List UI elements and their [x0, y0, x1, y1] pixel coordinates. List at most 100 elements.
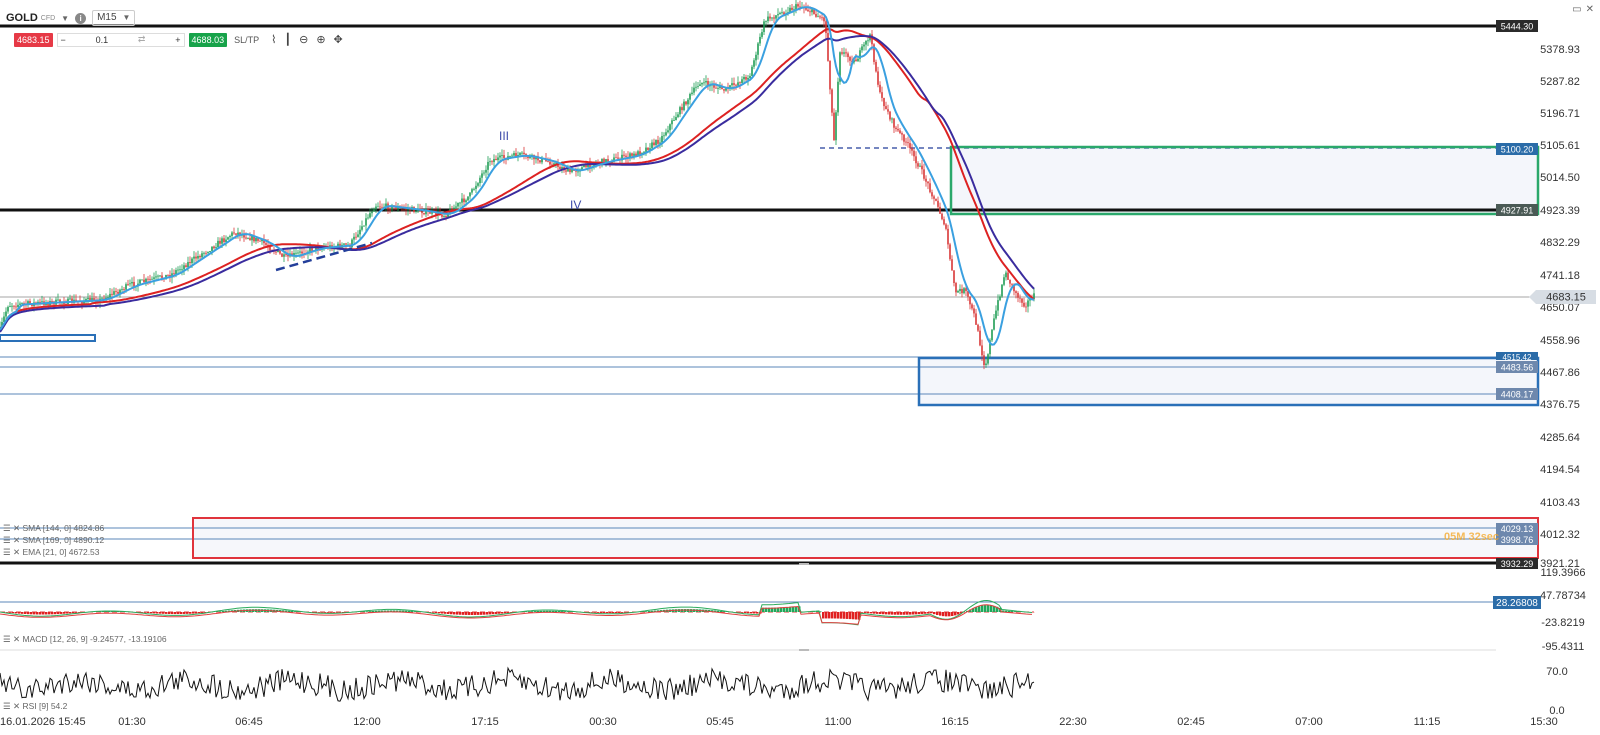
sma-144-line[interactable]	[0, 28, 1035, 331]
candle-body	[407, 208, 409, 210]
symbol-dropdown-icon[interactable]: ▼	[61, 13, 70, 23]
macd-bar	[6, 612, 9, 613]
candle-body	[361, 226, 363, 230]
time-axis[interactable]: 16.01.2026 15:45 01:30 06:45 12:00 17:15…	[0, 716, 1558, 728]
price-tag-blue-bottom[interactable]	[1496, 388, 1538, 400]
price-tag-red-mid[interactable]	[1496, 534, 1538, 545]
candle-body	[27, 301, 29, 305]
legend-sma144[interactable]: ☰ ✕ SMA [144, 0] 4824.86	[3, 523, 104, 534]
quantity-stepper[interactable]: − 0.1 ⇄ +	[56, 32, 185, 47]
macd-bar	[540, 610, 543, 612]
decrease-icon[interactable]: −	[60, 34, 66, 45]
macd-bar	[333, 612, 336, 613]
candle-body	[861, 46, 863, 51]
macd-bar	[618, 612, 621, 613]
candle-body	[179, 269, 181, 271]
candle-body	[185, 265, 187, 268]
red-zone-fill	[193, 518, 1538, 558]
legend-macd[interactable]: ☰ ✕ MACD [12, 26, 9] -9.24577, -13.19106	[3, 634, 167, 645]
symbol-name[interactable]: GOLD	[6, 12, 38, 24]
price-tag-red-top[interactable]	[1496, 523, 1538, 534]
macd-bar	[615, 612, 618, 614]
candle-body	[181, 269, 183, 271]
price-tag-bottom-line[interactable]	[1496, 558, 1538, 569]
macd-bar	[555, 610, 558, 612]
info-icon[interactable]: i	[75, 12, 87, 24]
macd-bar	[156, 612, 159, 614]
price-tick: 5196.71	[1540, 108, 1580, 120]
macd-bar	[468, 612, 471, 615]
candle-body	[829, 60, 831, 90]
candle-body	[683, 101, 685, 111]
time-tick: 01:30	[118, 716, 146, 728]
price-tag-top-line[interactable]	[1496, 20, 1538, 32]
small-blue-zone[interactable]	[0, 334, 96, 342]
price-tag-current[interactable]	[1538, 290, 1596, 304]
crosshair-icon[interactable]: ✥	[333, 34, 343, 46]
rsi-axis[interactable]: 70.0 0.0	[1546, 666, 1567, 717]
candle-body	[831, 89, 833, 113]
legend-menu-icon[interactable]: ☰ ✕	[3, 535, 21, 545]
line-chart-icon[interactable]: ⌇	[271, 34, 277, 46]
macd-level-tag[interactable]	[1493, 596, 1541, 609]
quantity-value[interactable]: 0.1	[95, 34, 109, 45]
macd-bar	[15, 612, 18, 614]
macd-bar	[900, 612, 903, 615]
legend-sma169[interactable]: ☰ ✕ SMA [169, 0] 4890.12	[3, 535, 104, 546]
macd-bar	[912, 612, 915, 615]
buy-button[interactable]: 4688.03	[188, 32, 228, 47]
macd-signal-line	[0, 604, 1033, 625]
timeframe-select[interactable]: M15 ▼	[92, 10, 136, 26]
swap-icon[interactable]: ⇄	[137, 34, 146, 44]
price-tag-green-bottom[interactable]	[1496, 204, 1538, 216]
minimize-icon[interactable]: ▭	[1572, 4, 1582, 15]
price-tag-blue-top[interactable]	[1496, 352, 1538, 360]
rsi-line	[0, 666, 1035, 702]
zoom-out-icon[interactable]: ⊖	[299, 34, 309, 46]
zoom-in-icon[interactable]: ⊕	[316, 34, 326, 46]
candle-body	[51, 301, 53, 302]
legend-menu-icon[interactable]: ☰ ✕	[3, 701, 21, 711]
candle-body	[15, 306, 17, 308]
sltp-button[interactable]: SL/TP	[234, 34, 260, 45]
candle-body	[21, 303, 23, 304]
legend-menu-icon[interactable]: ☰ ✕	[3, 547, 21, 557]
macd-bar	[927, 612, 930, 614]
candle-body	[841, 52, 843, 54]
trendline-dashed[interactable]	[275, 241, 373, 272]
macd-bar	[45, 612, 48, 615]
blue-zone-rect[interactable]	[917, 356, 1540, 407]
price-tag-blue-mid[interactable]	[1496, 361, 1538, 373]
candle-body	[845, 52, 847, 54]
macd-bar	[282, 610, 285, 612]
macd-bar	[918, 612, 921, 615]
candles-icon[interactable]: ┃	[284, 34, 292, 46]
sma-169-line[interactable]	[0, 35, 1035, 333]
legend-rsi[interactable]: ☰ ✕ RSI [9] 54.2	[3, 701, 67, 712]
sell-button[interactable]: 4683.15	[14, 32, 53, 47]
candle-body	[41, 301, 43, 303]
ema-21-line[interactable]	[0, 6, 1035, 346]
legend-ema21[interactable]: ☰ ✕ EMA [21, 0] 4672.53	[3, 547, 100, 558]
macd-bar	[174, 612, 177, 615]
macd-bar	[438, 612, 441, 614]
green-zone-rect[interactable]	[949, 145, 1540, 216]
macd-bar	[978, 606, 981, 612]
candle-body	[463, 198, 465, 203]
macd-bar	[993, 605, 996, 612]
candle-body	[703, 82, 705, 84]
close-icon[interactable]: ✕	[1585, 4, 1594, 15]
price-axis[interactable]: 5378.93 5287.82 5196.71 5105.61 5014.50 …	[1540, 44, 1580, 570]
price-tick: 5014.50	[1540, 172, 1580, 184]
candle-body	[747, 78, 749, 80]
candle-body	[751, 66, 753, 76]
legend-menu-icon[interactable]: ☰ ✕	[3, 523, 21, 533]
candle-body	[645, 147, 647, 152]
legend-menu-icon[interactable]: ☰ ✕	[3, 634, 21, 644]
price-tag-green-top[interactable]	[1496, 143, 1538, 155]
candle-body	[779, 12, 781, 15]
increase-icon[interactable]: +	[175, 34, 181, 45]
macd-axis[interactable]: 119.3966 47.78734 -23.8219 -95.4311 28.2…	[1493, 567, 1586, 653]
candle-body	[755, 54, 757, 61]
